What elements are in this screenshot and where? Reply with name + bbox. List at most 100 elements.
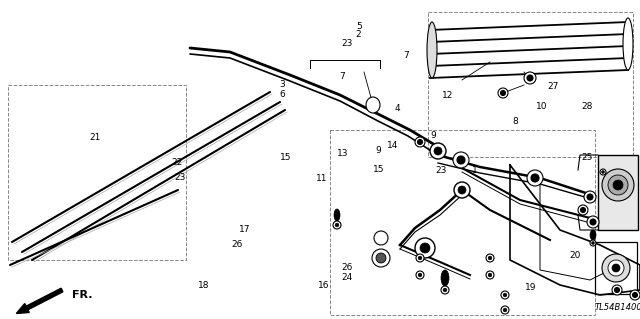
Ellipse shape: [418, 273, 422, 277]
Ellipse shape: [418, 256, 422, 260]
Text: 10: 10: [536, 102, 547, 111]
Text: 21: 21: [90, 133, 101, 142]
Text: 18: 18: [198, 281, 210, 290]
Ellipse shape: [334, 209, 340, 221]
Ellipse shape: [524, 72, 536, 84]
Text: 17: 17: [239, 225, 250, 234]
Text: FR.: FR.: [72, 290, 93, 300]
Text: 20: 20: [570, 251, 581, 260]
Ellipse shape: [498, 88, 508, 98]
Ellipse shape: [366, 97, 380, 113]
Ellipse shape: [376, 253, 386, 263]
Text: 6: 6: [280, 90, 285, 99]
Text: 26: 26: [341, 263, 353, 272]
Ellipse shape: [372, 249, 390, 267]
Ellipse shape: [453, 152, 469, 168]
Ellipse shape: [602, 254, 630, 282]
Ellipse shape: [441, 286, 449, 294]
FancyArrow shape: [17, 288, 63, 314]
Ellipse shape: [503, 308, 507, 312]
Ellipse shape: [590, 230, 596, 240]
Text: 25: 25: [581, 153, 593, 162]
Ellipse shape: [486, 271, 494, 279]
Bar: [8, 85, 186, 260]
Ellipse shape: [434, 147, 442, 155]
Text: 28: 28: [581, 102, 593, 111]
Ellipse shape: [441, 270, 449, 286]
Ellipse shape: [416, 271, 424, 279]
Text: 15: 15: [373, 165, 385, 174]
Ellipse shape: [630, 290, 640, 300]
Ellipse shape: [612, 264, 620, 272]
Ellipse shape: [501, 306, 509, 314]
Ellipse shape: [427, 22, 437, 78]
Ellipse shape: [590, 240, 596, 246]
Ellipse shape: [587, 194, 593, 200]
Text: 19: 19: [525, 283, 536, 292]
Ellipse shape: [501, 291, 509, 299]
Ellipse shape: [335, 223, 339, 227]
Ellipse shape: [458, 186, 466, 194]
Text: 2: 2: [356, 30, 362, 39]
Bar: [330, 130, 595, 315]
Text: 23: 23: [174, 173, 186, 182]
Ellipse shape: [486, 254, 494, 262]
Ellipse shape: [590, 219, 596, 225]
Ellipse shape: [503, 293, 507, 297]
Text: 27: 27: [547, 82, 559, 91]
Text: 15: 15: [280, 153, 291, 162]
Ellipse shape: [623, 18, 633, 70]
Ellipse shape: [454, 182, 470, 198]
Ellipse shape: [457, 156, 465, 164]
Text: 7: 7: [403, 51, 409, 60]
Text: 9: 9: [376, 146, 381, 155]
Ellipse shape: [430, 143, 446, 159]
Text: 14: 14: [387, 141, 399, 150]
Ellipse shape: [415, 238, 435, 258]
Ellipse shape: [600, 169, 606, 175]
Ellipse shape: [488, 256, 492, 260]
Ellipse shape: [333, 221, 341, 229]
Text: 16: 16: [318, 281, 330, 290]
Ellipse shape: [527, 75, 533, 81]
Text: 12: 12: [442, 91, 453, 100]
Text: 8: 8: [513, 117, 518, 126]
Text: 13: 13: [337, 149, 349, 158]
Text: 23: 23: [341, 39, 353, 48]
Text: 4: 4: [395, 104, 401, 113]
Text: 24: 24: [341, 273, 353, 282]
Ellipse shape: [488, 273, 492, 277]
Ellipse shape: [632, 293, 637, 298]
Ellipse shape: [587, 216, 599, 228]
Bar: [598, 155, 638, 230]
Ellipse shape: [527, 170, 543, 186]
Ellipse shape: [614, 287, 620, 293]
Text: 3: 3: [280, 80, 285, 89]
Text: 22: 22: [171, 158, 182, 167]
Ellipse shape: [608, 175, 628, 195]
Text: 1: 1: [472, 166, 478, 175]
Ellipse shape: [416, 254, 424, 262]
Ellipse shape: [374, 231, 388, 245]
Bar: [595, 242, 637, 294]
Ellipse shape: [417, 139, 422, 145]
Ellipse shape: [602, 171, 604, 173]
Ellipse shape: [578, 205, 588, 215]
Ellipse shape: [415, 137, 425, 147]
Ellipse shape: [443, 288, 447, 292]
Text: 11: 11: [316, 174, 327, 183]
Text: 9: 9: [430, 131, 436, 140]
Ellipse shape: [608, 260, 624, 276]
Ellipse shape: [613, 180, 623, 190]
Text: 23: 23: [435, 166, 447, 175]
Text: 26: 26: [231, 240, 243, 249]
Ellipse shape: [500, 91, 506, 95]
Ellipse shape: [612, 285, 622, 295]
Ellipse shape: [420, 243, 430, 253]
Ellipse shape: [584, 191, 596, 203]
Text: TL54B1400: TL54B1400: [595, 303, 640, 313]
Ellipse shape: [602, 169, 634, 201]
Text: 5: 5: [356, 22, 362, 31]
Ellipse shape: [591, 242, 595, 244]
Text: 7: 7: [339, 72, 345, 81]
